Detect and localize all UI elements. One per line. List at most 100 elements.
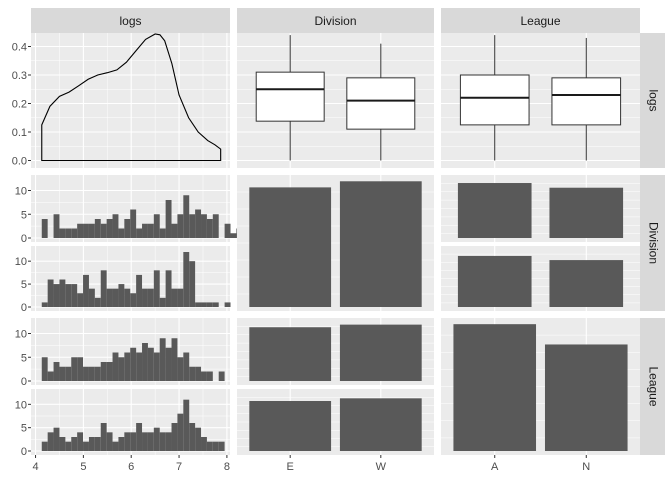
y-tick-label: 10 — [15, 399, 27, 411]
hist-bar — [218, 371, 225, 381]
hist-bar — [94, 297, 101, 307]
hist-bar — [218, 441, 225, 451]
hist-bar — [47, 371, 54, 381]
hist-bar — [177, 357, 184, 381]
hist-bar — [41, 219, 48, 238]
hist-bar — [189, 423, 196, 451]
hist-bar — [100, 423, 107, 451]
hist-bar — [65, 228, 72, 238]
hist-bar — [88, 223, 95, 238]
x-tick-label: 4 — [32, 461, 38, 473]
hist-bar — [206, 302, 213, 307]
hist-bar — [195, 209, 202, 238]
hist-bar — [206, 441, 213, 451]
x-tick-label: 8 — [224, 461, 230, 473]
bar — [249, 327, 332, 381]
x-tick-label: 7 — [176, 461, 182, 473]
hist-bar — [100, 362, 107, 381]
hist-bar — [142, 432, 148, 451]
y-tick-label: 0.1 — [12, 127, 27, 139]
hist-bar — [177, 288, 184, 307]
hist-bar — [106, 432, 113, 451]
y-tick-label: 0 — [21, 446, 27, 458]
hist-bar — [136, 228, 143, 238]
hist-bar — [171, 223, 178, 238]
column-strip-label: Division — [314, 14, 356, 28]
hist-bar — [147, 432, 154, 451]
row-strip — [640, 175, 665, 311]
density-panel — [31, 33, 230, 168]
bar — [549, 187, 624, 238]
hist-bar — [212, 302, 219, 307]
hist-bar — [206, 371, 213, 381]
x-tick-label: A — [491, 461, 499, 473]
hist-bar — [153, 427, 160, 451]
hist-bar — [94, 437, 101, 451]
hist-bar — [59, 279, 66, 307]
hist-bar — [83, 223, 89, 238]
hist-bar — [142, 223, 148, 238]
row-strip — [640, 33, 665, 168]
box-W — [346, 77, 416, 130]
bar — [549, 260, 624, 307]
y-tick-label: 0.0 — [12, 156, 27, 168]
hist-bar — [136, 423, 143, 451]
hist-bar — [147, 347, 154, 381]
hist-bar — [65, 366, 72, 381]
x-tick-label: E — [287, 461, 294, 473]
hist-bar — [171, 288, 178, 307]
hist-bar — [83, 366, 89, 381]
hist-bar — [77, 223, 84, 238]
density-line — [41, 33, 222, 162]
hist-bar — [94, 366, 101, 381]
hist-bar — [171, 423, 178, 451]
hist-bar — [142, 343, 148, 381]
hist-bar — [177, 413, 184, 451]
bar — [249, 401, 332, 451]
hist-bar — [165, 270, 172, 307]
hist-bar — [224, 223, 231, 238]
hist-bar — [153, 352, 160, 381]
hist-bar — [59, 437, 66, 451]
hist-bar — [159, 297, 166, 307]
hist-bar — [136, 352, 143, 381]
hist-bar — [201, 214, 207, 238]
bar — [339, 324, 422, 381]
y-tick-label: 0.4 — [12, 42, 27, 54]
hist-bar — [183, 399, 190, 451]
hist-bar — [106, 288, 113, 307]
hist-bar — [195, 366, 202, 381]
hist-bar — [77, 293, 84, 307]
row-strip — [640, 318, 665, 455]
hist-bar — [106, 362, 113, 381]
hist-bar — [189, 214, 196, 238]
hist-bar — [153, 270, 160, 307]
hist-bar — [77, 432, 84, 451]
hist-bar — [106, 219, 113, 238]
hist-bar — [165, 200, 172, 238]
hist-bar — [183, 352, 190, 381]
hist-bar — [124, 432, 131, 451]
hist-bar — [41, 302, 48, 307]
hist-bar — [136, 274, 143, 307]
y-tick-label: 10 — [15, 256, 27, 268]
hist-bar — [130, 347, 137, 381]
hist-bar — [47, 279, 54, 307]
hist-bar — [83, 441, 89, 451]
hist-bar — [147, 223, 154, 238]
box-A — [459, 74, 530, 126]
y-tick-label: 0 — [21, 302, 27, 314]
y-tick-label: 0.3 — [12, 70, 27, 82]
y-tick-label: 5 — [21, 352, 27, 364]
hist-bar — [118, 357, 125, 381]
y-tick-label: 5 — [21, 209, 27, 221]
y-tick-label: 0.2 — [12, 99, 27, 111]
column-strip — [237, 8, 434, 33]
hist-bar — [195, 302, 202, 307]
column-strip — [441, 8, 640, 33]
hist-bar — [71, 284, 78, 307]
hist-bar — [159, 228, 166, 238]
y-tick-label: 5 — [21, 423, 27, 435]
hist-bar — [212, 441, 219, 451]
x-tick-label: 5 — [80, 461, 86, 473]
